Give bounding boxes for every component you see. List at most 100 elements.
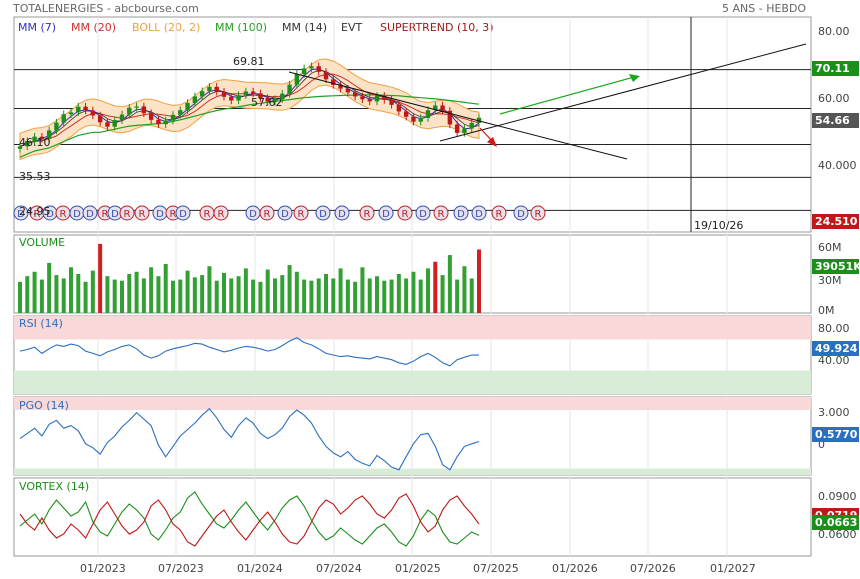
period-label: 5 ANS - HEBDO	[722, 2, 807, 15]
candle-body	[185, 103, 190, 111]
legend-evt[interactable]: EVT	[341, 21, 363, 34]
volume-bar	[418, 279, 423, 313]
volume-bar	[243, 268, 248, 313]
candle-body	[127, 107, 132, 115]
volume-bar	[360, 267, 365, 313]
volume-bar	[316, 278, 321, 313]
rsi-axis-80: 80.00	[818, 322, 850, 335]
signal-marker-label: R	[124, 209, 131, 220]
volume-bar	[353, 281, 358, 313]
candle-body	[221, 91, 227, 97]
candle-body	[425, 110, 431, 118]
projection-down-arrowhead	[487, 137, 497, 147]
candle-body	[134, 106, 139, 108]
legend-boll[interactable]: BOLL (20, 2)	[132, 21, 201, 34]
signal-marker	[359, 205, 375, 221]
candle-body	[39, 136, 45, 139]
candle-body	[76, 106, 81, 113]
volume-bar	[367, 278, 372, 313]
candle-body	[192, 96, 198, 103]
volume-bar	[287, 265, 292, 313]
candle-body	[469, 122, 474, 129]
ma14-line	[19, 69, 480, 147]
legend-mm7[interactable]: MM (7)	[18, 21, 57, 34]
signal-marker-label: R	[34, 209, 41, 220]
candle-body	[61, 114, 66, 123]
volume-bar	[447, 255, 452, 313]
bollinger-band	[19, 58, 480, 161]
signal-marker	[119, 205, 135, 221]
candle-body	[418, 117, 423, 122]
volume-bar	[462, 266, 467, 313]
candle-body	[411, 116, 416, 122]
rsi-panel-label: RSI (14)	[19, 317, 63, 330]
badge-resistance: 70.11	[812, 61, 859, 76]
volume-bar	[18, 281, 22, 313]
candle-body	[447, 110, 453, 125]
signal-marker	[277, 205, 293, 221]
pgo-series	[19, 407, 480, 471]
level-57: 57.62	[251, 96, 283, 109]
vortex-minus-line	[19, 493, 480, 547]
signal-marker	[397, 205, 413, 221]
legend-supertrend[interactable]: SUPERTREND (10, 3)	[380, 21, 494, 34]
legend-mm14[interactable]: MM (14)	[282, 21, 328, 34]
signal-marker-label: D	[249, 209, 257, 220]
signal-marker	[13, 205, 29, 221]
candle-body	[338, 84, 343, 89]
signal-marker	[513, 205, 529, 221]
candle-body	[454, 124, 460, 133]
volume-bar	[404, 278, 409, 313]
rsi-overbought-zone	[14, 316, 811, 340]
volume-bar	[171, 280, 175, 313]
signal-marker-label: R	[264, 209, 271, 220]
legend-mm100[interactable]: MM (100)	[215, 21, 268, 34]
ma100-line	[19, 94, 480, 158]
volume-bar	[185, 270, 190, 313]
signal-marker-label: D	[111, 209, 119, 220]
candle-body	[462, 128, 467, 133]
volume-bar	[207, 266, 212, 313]
price-series	[19, 68, 480, 158]
volume-bar	[440, 275, 445, 313]
bollinger-area	[19, 58, 480, 161]
price-axis-40: 40.000	[818, 159, 857, 172]
signal-marker	[213, 205, 229, 221]
candle-body	[280, 93, 285, 100]
candle-body	[46, 130, 52, 139]
legend-mm20[interactable]: MM (20)	[71, 21, 117, 34]
volume-bar	[214, 280, 219, 313]
candle-body	[301, 68, 307, 75]
volume-bar	[324, 274, 328, 313]
x-label-2026-01: 01/2026	[552, 562, 598, 575]
level-46: 46.10	[19, 136, 51, 149]
level-69: 69.81	[233, 55, 265, 68]
candle-body	[389, 99, 394, 105]
signal-marker-label: R	[139, 209, 146, 220]
x-label-2023-01: 01/2023	[80, 562, 126, 575]
volume-bar	[345, 279, 350, 313]
signal-marker	[82, 205, 98, 221]
candle-body	[265, 98, 270, 102]
signal-marker	[433, 205, 449, 221]
trend-lines	[288, 43, 807, 160]
volume-bar	[105, 276, 110, 313]
candle-body	[112, 120, 117, 127]
volume-bar	[229, 278, 234, 313]
volume-bar	[120, 280, 124, 313]
volume-bar	[149, 267, 154, 313]
candle-body	[83, 106, 88, 111]
signal-marker	[134, 205, 150, 221]
volume-bar	[338, 268, 343, 313]
signal-marker-label: D	[475, 209, 483, 220]
ma7-line	[19, 68, 480, 147]
candle-body	[250, 91, 256, 94]
signal-marker	[415, 205, 431, 221]
trend-line-down	[288, 71, 628, 160]
vortex-series	[19, 491, 480, 547]
volume-bar	[309, 280, 314, 313]
candle-body	[440, 105, 445, 111]
pgo-panel-label: PGO (14)	[19, 399, 69, 412]
